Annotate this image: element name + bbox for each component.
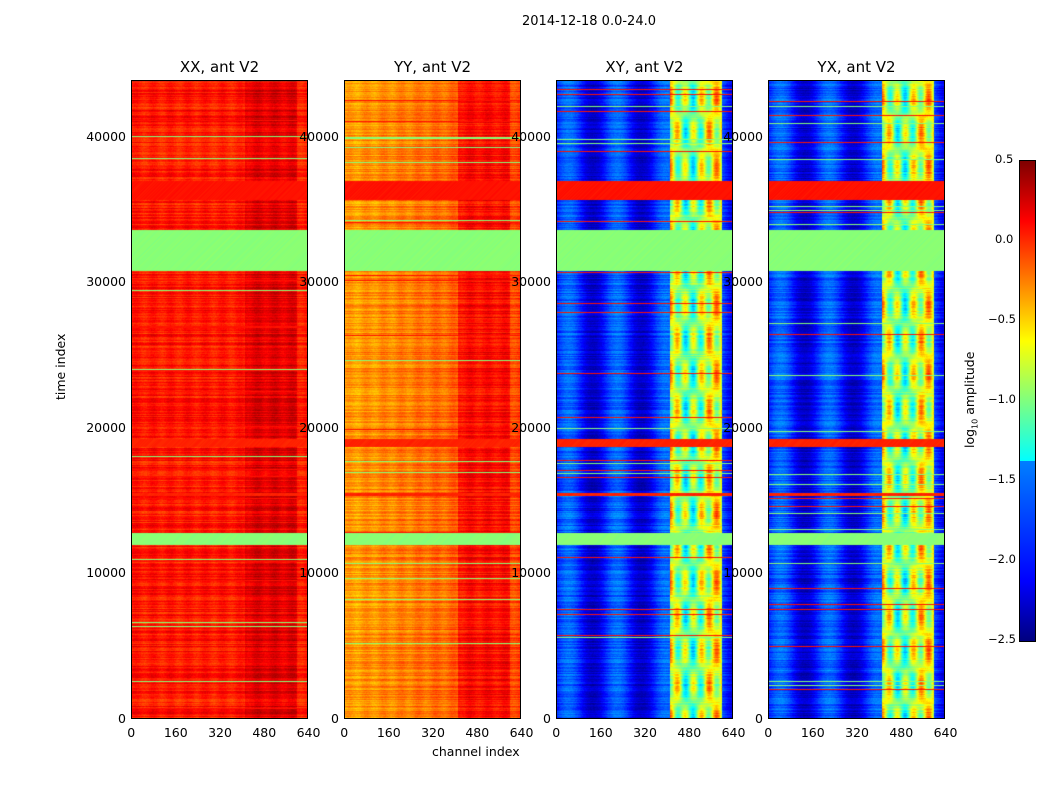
x-tick-label: 160 bbox=[376, 725, 401, 740]
x-tick-label: 0 bbox=[127, 725, 136, 740]
colorbar-label: log10 amplitude bbox=[962, 351, 980, 448]
y-tick-label: 30000 bbox=[86, 274, 126, 290]
y-tick-label: 30000 bbox=[511, 274, 551, 290]
colorbar-tick-label: 0.5 bbox=[995, 152, 1014, 166]
y-tick-label: 20000 bbox=[723, 419, 763, 435]
y-tick-label: 0 bbox=[755, 711, 763, 726]
figure-title: 2014-12-18 0.0-24.0 bbox=[522, 14, 656, 29]
colorbar-tick-label: −0.5 bbox=[988, 312, 1016, 326]
panel-title: YY, ant V2 bbox=[393, 58, 471, 76]
axes-frame bbox=[344, 80, 521, 719]
panel-title: YX, ant V2 bbox=[817, 58, 896, 76]
colorbar-tick-label: −1.5 bbox=[988, 472, 1016, 486]
y-tick-label: 30000 bbox=[723, 274, 763, 290]
y-tick-label: 10000 bbox=[86, 565, 126, 581]
x-tick-label: 320 bbox=[633, 725, 657, 740]
heatmap-image bbox=[344, 80, 521, 719]
x-tick-label: 480 bbox=[889, 725, 914, 740]
heatmap-image bbox=[768, 80, 945, 719]
x-tick-label: 480 bbox=[465, 725, 490, 740]
heatmap-panel: YX, ant V2 0 160 320 480 640 0 10000 20000 30000 4… bbox=[723, 58, 957, 740]
x-tick-label: 320 bbox=[208, 725, 232, 740]
y-tick-label: 40000 bbox=[511, 128, 551, 144]
y-tick-label: 40000 bbox=[299, 128, 339, 144]
axes-frame bbox=[768, 80, 945, 719]
colorbar bbox=[1019, 160, 1036, 642]
y-tick-label: 40000 bbox=[86, 128, 126, 144]
panel-title: XY, ant V2 bbox=[605, 58, 684, 76]
y-tick-label: 40000 bbox=[723, 128, 763, 144]
colorbar-tick-label: 0.0 bbox=[995, 232, 1014, 246]
x-tick-label: 320 bbox=[845, 725, 869, 740]
x-tick-label: 640 bbox=[933, 725, 958, 740]
heatmap-panel: XX, ant V2 0 160 320 480 640 0 10000 20000 30000 4… bbox=[86, 58, 320, 740]
x-tick-label: 160 bbox=[588, 725, 613, 740]
x-tick-label: 160 bbox=[800, 725, 825, 740]
y-tick-label: 30000 bbox=[299, 274, 339, 290]
x-axis-label: channel index bbox=[432, 744, 520, 759]
colorbar-tick-label: −2.5 bbox=[988, 632, 1016, 646]
heatmap-image bbox=[556, 80, 733, 719]
x-tick-label: 160 bbox=[163, 725, 188, 740]
y-tick-label: 0 bbox=[543, 711, 551, 726]
y-tick-label: 10000 bbox=[511, 565, 551, 581]
y-tick-label: 20000 bbox=[299, 419, 339, 435]
heatmap-panel: XY, ant V2 0 160 320 480 640 0 10000 20000 30000 4… bbox=[511, 58, 745, 740]
y-tick-label: 20000 bbox=[511, 419, 551, 435]
y-axis-label: time index bbox=[53, 333, 68, 400]
axes-frame bbox=[131, 80, 308, 719]
x-tick-label: 0 bbox=[764, 725, 773, 740]
x-tick-label: 0 bbox=[552, 725, 561, 740]
y-tick-label: 0 bbox=[331, 711, 339, 726]
x-tick-label: 480 bbox=[252, 725, 277, 740]
panel-title: XX, ant V2 bbox=[179, 58, 260, 76]
colorbar-tick-label: −2.0 bbox=[988, 552, 1016, 566]
y-tick-label: 10000 bbox=[299, 565, 339, 581]
x-tick-label: 640 bbox=[296, 725, 321, 740]
y-tick-label: 10000 bbox=[723, 565, 763, 581]
x-tick-label: 320 bbox=[421, 725, 445, 740]
heatmap-image bbox=[131, 80, 308, 719]
x-tick-label: 640 bbox=[721, 725, 746, 740]
x-tick-label: 480 bbox=[677, 725, 702, 740]
axes-frame bbox=[556, 80, 733, 719]
heatmap-panel: YY, ant V2 0 160 320 480 640 0 10000 20000 30000 4… bbox=[299, 58, 533, 740]
x-tick-label: 640 bbox=[509, 725, 534, 740]
x-tick-label: 0 bbox=[340, 725, 349, 740]
colorbar-tick-label: −1.0 bbox=[988, 392, 1016, 406]
y-tick-label: 0 bbox=[118, 711, 126, 726]
y-tick-label: 20000 bbox=[86, 419, 126, 435]
